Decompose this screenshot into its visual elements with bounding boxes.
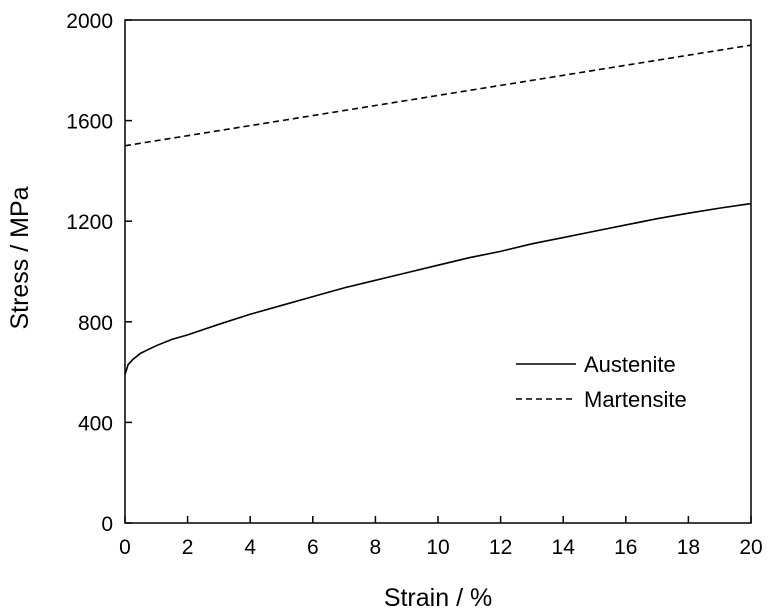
y-tick-label: 1600 xyxy=(66,111,113,134)
x-tick-label: 10 xyxy=(426,536,449,559)
legend-label-austenite: Austenite xyxy=(584,352,676,377)
series-line-martensite xyxy=(124,44,752,147)
x-tick-label: 8 xyxy=(370,536,382,559)
x-tick-label: 2 xyxy=(182,536,194,559)
x-tick-label: 20 xyxy=(739,536,762,559)
plot-frame xyxy=(124,19,752,524)
y-tick-label: 2000 xyxy=(66,10,113,33)
x-tick-label: 14 xyxy=(552,536,576,559)
x-axis-title: Strain / % xyxy=(384,584,492,611)
series-line-austenite xyxy=(124,202,752,375)
x-tick-label: 18 xyxy=(677,536,700,559)
y-tick-label: 800 xyxy=(78,312,113,335)
y-axis-ticks: 0 400 800 1200 1600 2000 xyxy=(66,10,132,536)
series-layer xyxy=(124,44,752,375)
y-tick-label: 1200 xyxy=(66,211,113,234)
x-tick-label: 16 xyxy=(614,536,637,559)
y-tick-label: 0 xyxy=(101,513,113,536)
x-axis-ticks: 0 2 4 6 8 10 12 14 16 18 20 xyxy=(119,516,763,559)
legend: Austenite Martensite xyxy=(516,352,687,412)
y-axis-title: Stress / MPa xyxy=(6,186,34,329)
x-tick-label: 12 xyxy=(489,536,512,559)
y-tick-label: 400 xyxy=(78,412,113,435)
x-tick-label: 4 xyxy=(244,536,256,559)
legend-label-martensite: Martensite xyxy=(584,387,687,412)
x-tick-label: 0 xyxy=(119,536,131,559)
x-tick-label: 6 xyxy=(307,536,319,559)
